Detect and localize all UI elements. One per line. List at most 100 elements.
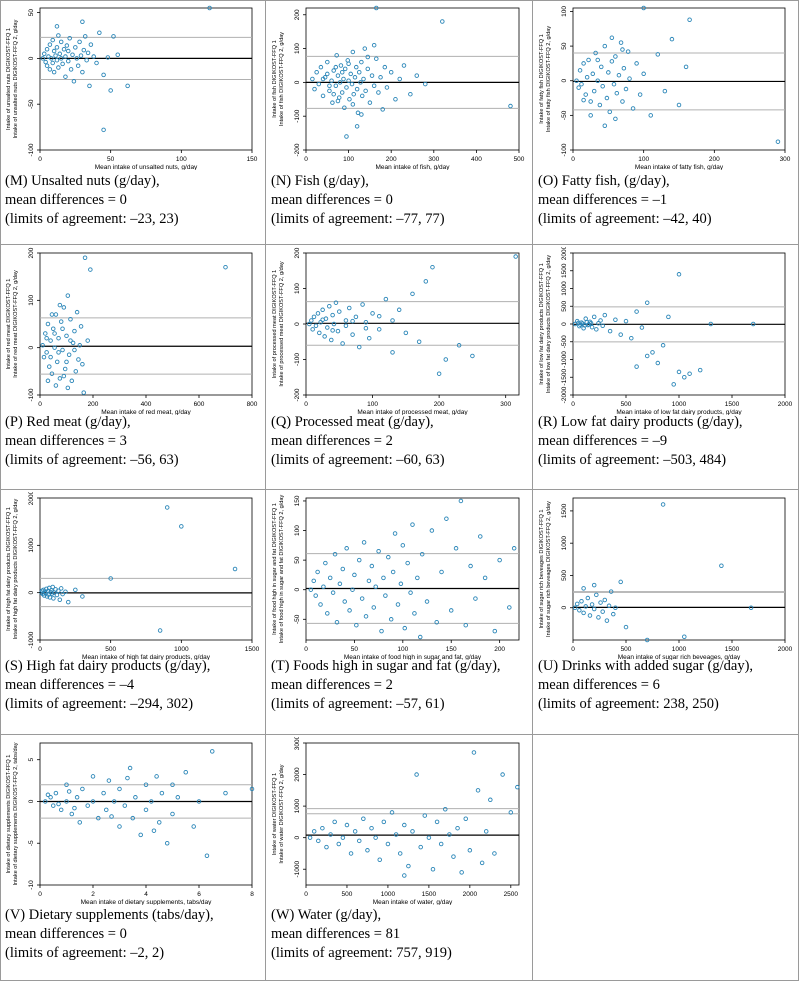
data-point (48, 338, 53, 343)
data-point (325, 611, 330, 616)
data-point (87, 83, 92, 89)
data-point (80, 69, 85, 75)
plot-frame (305, 497, 520, 641)
x-tick-label: 50 (351, 646, 359, 653)
data-point (49, 56, 54, 61)
data-point (327, 88, 332, 94)
caption-line: (N) Fish (g/day), (271, 173, 369, 189)
data-point (367, 100, 373, 105)
data-point (43, 59, 48, 65)
data-point (687, 17, 692, 23)
data-point (384, 85, 390, 90)
data-point (443, 357, 449, 362)
data-point (339, 69, 345, 75)
data-point (40, 343, 45, 348)
data-point (63, 589, 68, 594)
x-tick-label: 1000 (672, 401, 687, 408)
y-tick-label: -100 (294, 109, 301, 122)
caption-line: (U) Drinks with added sugar (g/day), (538, 658, 754, 674)
data-point (314, 69, 319, 75)
data-point (390, 318, 395, 323)
data-point (623, 624, 629, 630)
data-point (341, 76, 346, 82)
data-point (170, 811, 175, 817)
data-point (356, 69, 362, 75)
data-point (363, 319, 369, 325)
caption-line: (limits of agreement: –56, 63) (5, 452, 179, 468)
data-point (589, 324, 595, 330)
data-point (697, 367, 703, 373)
data-point (388, 617, 394, 622)
data-point (108, 88, 113, 93)
data-point (574, 78, 579, 83)
data-point (41, 51, 47, 57)
data-point (597, 102, 603, 108)
caption-line: (limits of agreement: 757, 919) (271, 945, 452, 961)
x-tick-label: 500 (514, 156, 525, 163)
data-point (434, 619, 439, 625)
panel-caption-P: (P) Red meat (g/day), mean differences = … (5, 413, 179, 470)
caption-line: mean differences = 0 (5, 926, 127, 942)
data-point (418, 844, 423, 850)
data-point (500, 772, 505, 777)
data-point (54, 592, 60, 598)
data-point (348, 851, 354, 856)
data-point (595, 57, 600, 63)
data-point (620, 47, 625, 52)
data-point (406, 863, 411, 869)
caption-line: (limits of agreement: –2, 2) (5, 945, 165, 961)
y-axis-label: Intake of processed meat DIGIKOST-FFQ 1 (272, 270, 278, 379)
y-tick-label: 2000 (28, 492, 35, 505)
x-tick-label: 0 (304, 891, 308, 898)
data-point (344, 822, 350, 828)
data-point (683, 64, 689, 70)
data-point (581, 610, 586, 616)
data-point (340, 566, 346, 572)
data-point (175, 795, 181, 800)
data-point (80, 361, 85, 367)
data-point (54, 359, 60, 365)
data-point (40, 56, 46, 61)
data-point (70, 52, 75, 57)
data-point (616, 72, 622, 78)
data-point (68, 67, 74, 72)
data-point (56, 588, 61, 594)
x-tick-label: 100 (176, 156, 187, 163)
y-axis-label: Intake of water DIGIKOST-FFQ 1 (272, 773, 278, 855)
data-point (448, 608, 454, 613)
data-point (436, 371, 442, 376)
data-point (58, 56, 64, 61)
y-tick-label: 100 (294, 525, 301, 536)
x-tick-label: 200 (386, 156, 397, 163)
data-point (397, 851, 403, 856)
data-point (748, 605, 754, 610)
data-point (337, 581, 343, 587)
data-point (380, 107, 385, 112)
data-point (44, 335, 49, 341)
data-point (47, 67, 53, 72)
x-tick-label: 0 (304, 156, 308, 163)
data-point (72, 328, 77, 334)
caption-line: (limits of agreement: –294, 302) (5, 696, 194, 712)
y-tick-label: 5 (28, 758, 35, 762)
data-point (68, 338, 73, 343)
x-tick-label: 0 (571, 646, 575, 653)
data-point (336, 841, 342, 847)
data-point (354, 64, 359, 70)
data-point (196, 799, 202, 804)
data-point (333, 64, 339, 70)
data-point (611, 611, 616, 617)
data-point (85, 50, 91, 56)
data-point (660, 343, 666, 348)
data-point (604, 618, 610, 623)
data-point (361, 76, 366, 82)
data-point (600, 609, 605, 614)
x-tick-label: 1500 (725, 401, 740, 408)
data-point (458, 498, 464, 504)
caption-line: (limits of agreement: –503, 484) (538, 452, 727, 468)
x-tick-label: 200 (434, 401, 445, 408)
data-point (354, 124, 360, 129)
data-point (666, 314, 671, 320)
x-tick-label: 2500 (504, 891, 519, 898)
data-point (96, 815, 101, 821)
